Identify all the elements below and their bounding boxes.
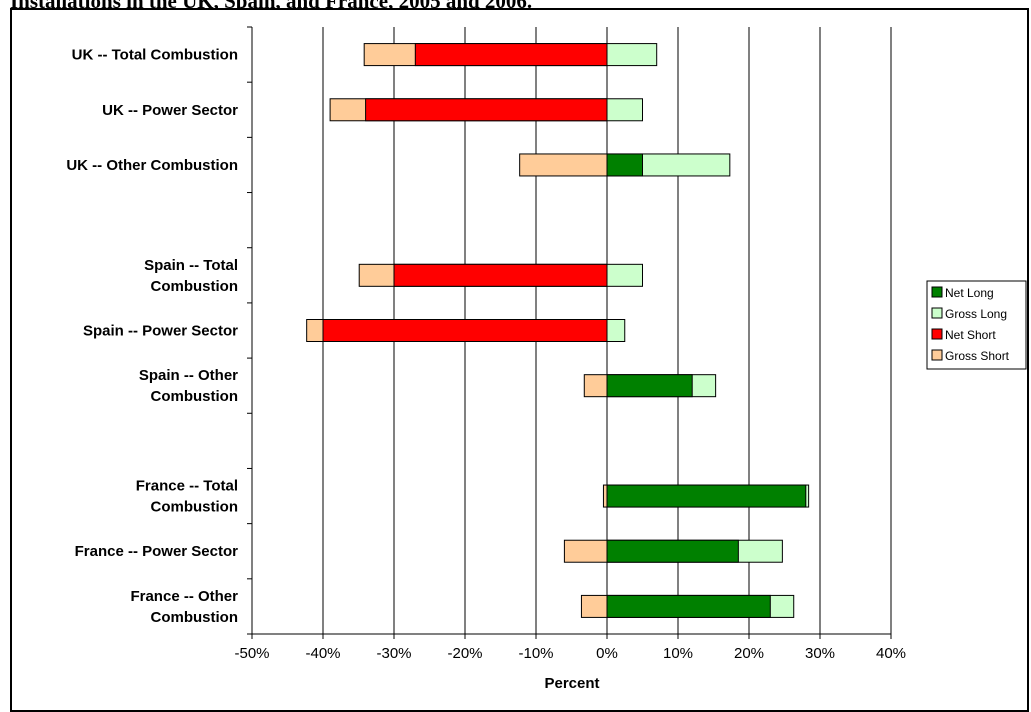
category-label: UK -- Total Combustion (72, 47, 238, 64)
legend-label: Gross Short (945, 349, 1010, 363)
legend-box (926, 280, 1027, 370)
bar-net-short (393, 263, 608, 287)
category-label: France -- Total (136, 478, 238, 495)
category-label: UK -- Other Combustion (66, 157, 238, 174)
chart-frame (10, 8, 1029, 712)
category-label: Combustion (151, 499, 239, 516)
legend-swatch (931, 328, 943, 340)
legend-label: Net Long (945, 286, 994, 300)
legend-swatch (931, 307, 943, 319)
category-label: Combustion (151, 278, 239, 295)
category-label: France -- Other (130, 588, 238, 605)
bar-gross-long (606, 263, 643, 287)
x-tick-label: 10% (663, 645, 693, 662)
x-axis-title: Percent (544, 675, 599, 692)
bar-gross-short (563, 539, 608, 563)
bar-gross-long (606, 43, 658, 67)
legend-label: Gross Long (945, 307, 1007, 321)
x-tick-label: -20% (447, 645, 482, 662)
category-label: Spain -- Power Sector (83, 323, 238, 340)
axes (247, 26, 892, 639)
category-label: Combustion (151, 388, 239, 405)
bar-gross-long (606, 98, 643, 122)
category-labels: UK -- Total Combustion UK -- Power Sector… (66, 47, 238, 626)
bar-net-long (606, 374, 693, 398)
x-tick-label: -10% (518, 645, 553, 662)
bar-net-long (606, 153, 643, 177)
bar-net-short (414, 43, 608, 67)
bar-gross-short (519, 153, 608, 177)
x-tick-labels: -50% -40% -30% -20% -10% 0% 10% 20% 30% 40% (234, 645, 906, 662)
legend-swatch (931, 349, 943, 361)
bar-net-long (606, 484, 807, 508)
category-label: Spain -- Total (144, 257, 238, 274)
bar-net-short (365, 98, 608, 122)
legend: Net Long Gross Long Net Short Gross Short (926, 280, 1027, 370)
bar-net-short (322, 319, 608, 342)
bar-gross-short (602, 484, 608, 508)
x-tick-label: 30% (805, 645, 835, 662)
bar-gross-long (606, 319, 626, 342)
category-label: UK -- Power Sector (102, 102, 238, 119)
bar-gross-short (580, 594, 608, 618)
category-label: Spain -- Other (139, 367, 238, 384)
category-label: France -- Power Sector (75, 543, 239, 560)
x-tick-label: 40% (876, 645, 906, 662)
x-tick-label: 20% (734, 645, 764, 662)
bar-gross-short (583, 374, 608, 398)
bar-net-long (606, 539, 739, 563)
bar-net-long (606, 594, 771, 618)
x-tick-label: -40% (305, 645, 340, 662)
legend-label: Net Short (945, 328, 996, 342)
bars (306, 43, 810, 618)
x-tick-label: 0% (596, 645, 618, 662)
legend-swatch (931, 286, 943, 298)
category-label: Combustion (151, 609, 239, 626)
x-tick-label: -50% (234, 645, 269, 662)
x-tick-label: -30% (376, 645, 411, 662)
